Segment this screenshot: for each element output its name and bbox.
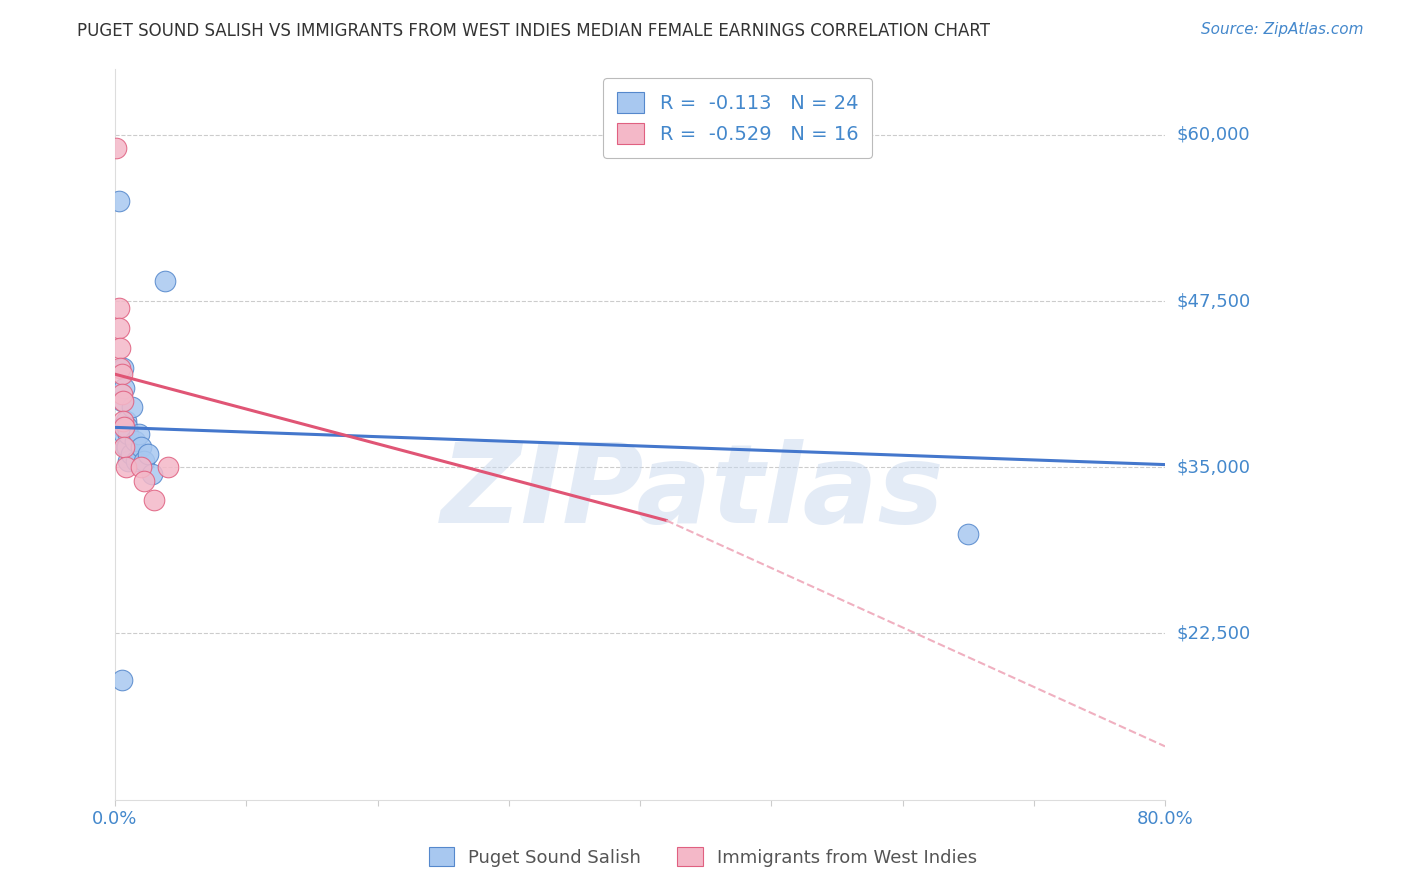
Point bbox=[121, 401, 143, 415]
Point bbox=[114, 440, 136, 454]
Point bbox=[112, 427, 135, 442]
Text: PUGET SOUND SALISH VS IMMIGRANTS FROM WEST INDIES MEDIAN FEMALE EARNINGS CORRELA: PUGET SOUND SALISH VS IMMIGRANTS FROM WE… bbox=[77, 22, 990, 40]
Point bbox=[110, 387, 132, 401]
Text: $47,500: $47,500 bbox=[1177, 292, 1250, 310]
Point bbox=[125, 453, 148, 467]
Point bbox=[115, 440, 138, 454]
Point bbox=[110, 420, 132, 434]
Text: $35,000: $35,000 bbox=[1177, 458, 1250, 476]
Point bbox=[112, 420, 135, 434]
Point bbox=[115, 420, 138, 434]
Point bbox=[156, 460, 179, 475]
Point bbox=[112, 380, 135, 394]
Point bbox=[117, 427, 139, 442]
Point bbox=[110, 360, 132, 375]
Point bbox=[108, 194, 131, 209]
Text: Source: ZipAtlas.com: Source: ZipAtlas.com bbox=[1201, 22, 1364, 37]
Point bbox=[112, 440, 135, 454]
Point bbox=[132, 474, 155, 488]
Point bbox=[129, 460, 152, 475]
Point bbox=[110, 341, 132, 355]
Point bbox=[105, 141, 128, 155]
Point bbox=[120, 447, 142, 461]
Legend: Puget Sound Salish, Immigrants from West Indies: Puget Sound Salish, Immigrants from West… bbox=[422, 840, 984, 874]
Point bbox=[111, 360, 134, 375]
Point bbox=[108, 320, 131, 334]
Text: $22,500: $22,500 bbox=[1177, 624, 1250, 642]
Point bbox=[128, 427, 150, 442]
Point bbox=[111, 414, 134, 428]
Point bbox=[110, 368, 132, 382]
Point bbox=[114, 460, 136, 475]
Point bbox=[153, 274, 176, 288]
Point bbox=[124, 434, 146, 448]
Point bbox=[110, 393, 132, 408]
Point bbox=[108, 301, 131, 315]
Point bbox=[110, 673, 132, 687]
Point bbox=[143, 493, 166, 508]
Text: $60,000: $60,000 bbox=[1177, 126, 1250, 144]
Legend: R =  -0.113   N = 24, R =  -0.529   N = 16: R = -0.113 N = 24, R = -0.529 N = 16 bbox=[603, 78, 872, 158]
Point bbox=[136, 447, 159, 461]
Point bbox=[117, 453, 139, 467]
Point bbox=[141, 467, 163, 481]
Point bbox=[111, 393, 134, 408]
Point bbox=[957, 526, 980, 541]
Point bbox=[129, 440, 152, 454]
Text: ZIPatlas: ZIPatlas bbox=[440, 439, 945, 546]
Point bbox=[114, 414, 136, 428]
Point bbox=[132, 453, 155, 467]
